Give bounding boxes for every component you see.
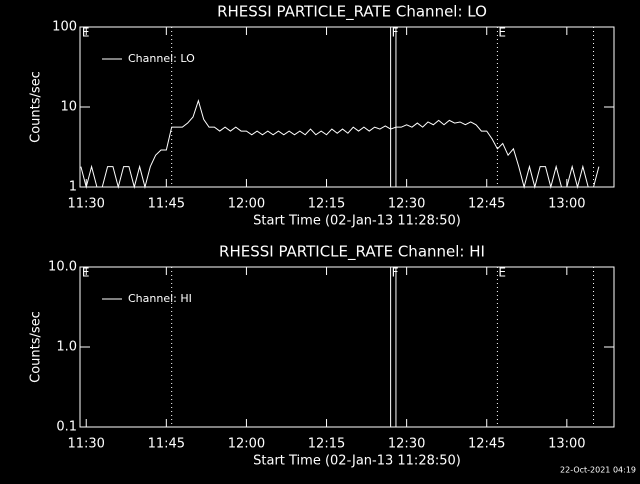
x-tick-label: 12:30 [388, 197, 425, 212]
x-tick-label: 12:00 [228, 197, 265, 212]
flag-label: F [392, 266, 399, 280]
chart-title: RHESSI PARTICLE_RATE Channel: HI [219, 243, 485, 262]
y-tick-label: 10 [60, 100, 77, 115]
y-tick-label: 1.0 [56, 340, 77, 355]
x-tick-label: 13:00 [548, 437, 585, 452]
y-tick-label: 10.0 [48, 260, 77, 275]
x-tick-label: 12:45 [468, 197, 505, 212]
chart-title: RHESSI PARTICLE_RATE Channel: LO [217, 3, 487, 22]
x-tick-label: 12:15 [308, 197, 345, 212]
flag-label: E [82, 26, 90, 40]
flag-label: F [392, 26, 399, 40]
x-axis-label: Start Time (02-Jan-13 11:28:50) [253, 214, 461, 229]
y-tick-label: 0.1 [56, 420, 77, 435]
x-axis-label: Start Time (02-Jan-13 11:28:50) [253, 454, 461, 469]
flag-label: E [498, 266, 506, 280]
flag-label: E [82, 266, 90, 280]
timestamp: 22-Oct-2021 04:19 [560, 466, 636, 475]
plot-frame [79, 266, 615, 428]
plot-frame [79, 26, 615, 188]
x-tick-label: 11:45 [148, 197, 185, 212]
legend-label: Channel: HI [128, 292, 192, 305]
y-axis-label: Counts/sec [29, 311, 44, 383]
y-axis-label: Counts/sec [29, 71, 44, 143]
x-tick-label: 12:00 [228, 437, 265, 452]
x-tick-label: 11:30 [67, 197, 104, 212]
x-tick-label: 11:30 [67, 437, 104, 452]
y-tick-label: 1 [69, 180, 77, 195]
data-line [80, 98, 600, 189]
y-tick-label: 100 [52, 20, 77, 35]
flag-label: E [498, 26, 506, 40]
x-tick-label: 13:00 [548, 197, 585, 212]
x-tick-label: 12:45 [468, 437, 505, 452]
x-tick-label: 12:15 [308, 437, 345, 452]
legend-label: Channel: LO [128, 52, 195, 65]
x-tick-label: 11:45 [148, 437, 185, 452]
x-tick-label: 12:30 [388, 437, 425, 452]
